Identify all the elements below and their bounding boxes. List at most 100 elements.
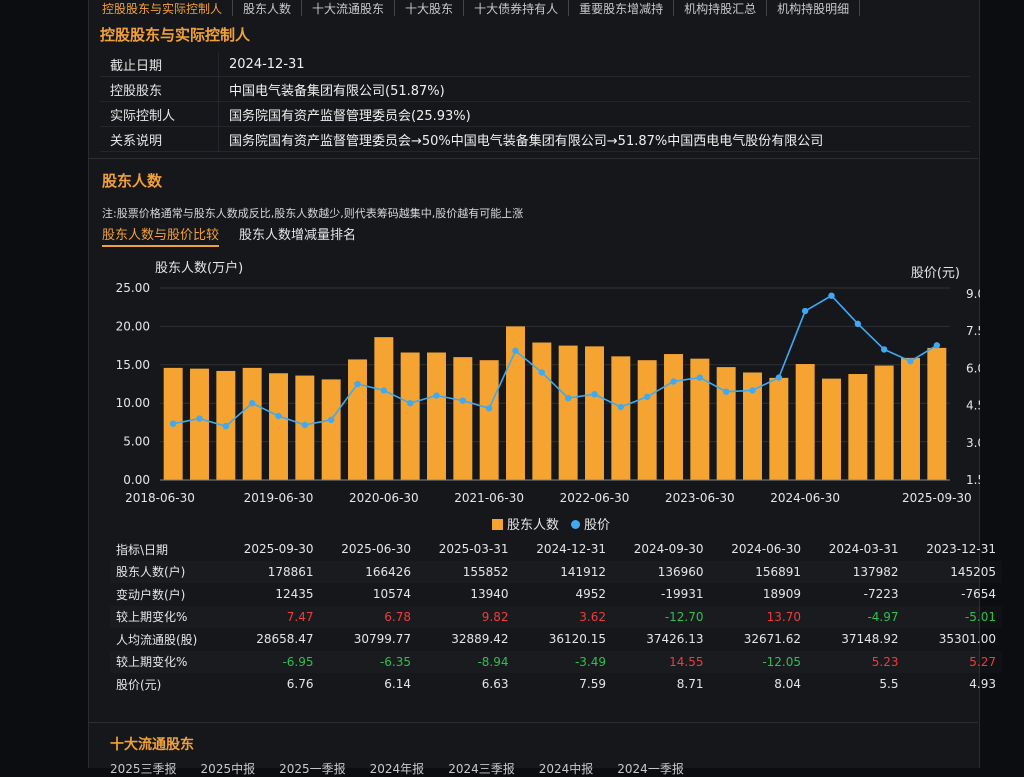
info-row-date: 截止日期 2024-12-31 <box>100 52 970 77</box>
period-tab[interactable]: 2024一季报 <box>617 762 684 776</box>
holder-count-bar <box>901 357 920 480</box>
price-point <box>801 307 809 315</box>
top-nav-item[interactable]: 控股股东与实际控制人 <box>92 0 234 16</box>
holder-count-bar <box>190 368 209 480</box>
top-nav-item[interactable]: 机构持股明细 <box>767 0 861 16</box>
y2-tick-label: 9.00 <box>966 287 980 301</box>
price-point <box>907 358 914 365</box>
legend-holders-label: 股东人数 <box>507 518 560 533</box>
holder-count-bar <box>427 352 446 480</box>
top-nav-item[interactable]: 十大债券持有人 <box>464 0 570 16</box>
period-tab[interactable]: 2025中报 <box>200 762 256 776</box>
period-tab[interactable]: 2024年报 <box>369 762 425 776</box>
table-cell: 14.55 <box>669 654 704 669</box>
y-tick-label: 20.00 <box>116 319 150 333</box>
holder-count-bar <box>769 377 789 480</box>
table-header-cell: 2025-06-30 <box>341 542 411 557</box>
table-cell: 5.23 <box>871 654 899 669</box>
holder-count-bar <box>822 378 841 480</box>
float-holders-title: 十大流通股东 <box>110 737 194 753</box>
price-point <box>301 421 309 429</box>
top-nav-item[interactable]: 股东人数 <box>233 0 303 16</box>
holder-count-bar <box>321 379 341 480</box>
tab-holders-vs-price[interactable]: 股东人数与股价比较 <box>102 224 220 247</box>
info-key: 控股股东 <box>100 76 219 102</box>
holder-count-bar <box>242 367 262 480</box>
table-cell: 28658.47 <box>256 632 314 647</box>
tab-holders-change-ranking[interactable]: 股东人数增减量排名 <box>239 228 357 243</box>
price-point <box>512 347 519 354</box>
price-line <box>173 294 938 428</box>
holders-data-table: 指标\日期 2025-09-30 2025-06-30 2025-03-31 2024-… <box>110 538 1002 696</box>
table-cell: 13.70 <box>766 609 801 624</box>
table-cell: -19931 <box>660 587 704 602</box>
holder-count-bar <box>874 365 894 480</box>
table-cell: 155852 <box>462 564 509 579</box>
x-tick-label: 2022-06-30 <box>560 491 630 505</box>
holder-count-bar <box>532 342 552 480</box>
table-row: 股价(元) 6.76 6.14 6.63 7.59 8.71 8.04 5.5 4.93 <box>110 673 1002 696</box>
x-tick-label: 2025-09-30 <box>902 491 972 505</box>
top-nav-item[interactable]: 十大股东 <box>395 0 465 16</box>
holders-subtabs: 股东人数与股价比较 股东人数增减量排名 <box>102 224 356 247</box>
y-tick-label: 15.00 <box>116 358 150 372</box>
y-tick-label: 25.00 <box>116 281 150 295</box>
row-label: 变动户数(户) <box>116 587 186 602</box>
info-row-controlling-holder: 控股股东 中国电气装备集团有限公司(51.87%) <box>100 76 970 102</box>
table-cell: 5.27 <box>969 654 996 669</box>
table-header-cell: 2025-03-31 <box>438 542 509 557</box>
table-cell: 32671.62 <box>743 632 801 647</box>
row-label: 较上期变化% <box>116 610 188 625</box>
holder-count-bar <box>269 373 288 480</box>
table-cell: 36120.15 <box>548 632 606 647</box>
table-cell: 13940 <box>470 587 509 602</box>
x-tick-label: 2019-06-30 <box>244 491 314 505</box>
table-cell: 156891 <box>755 564 801 579</box>
holder-count-bar <box>664 354 683 480</box>
holders-note: 注:股票价格通常与股东人数成反比,股东人数越少,则代表筹码越集中,股价越有可能上… <box>102 207 524 220</box>
price-point <box>933 342 941 349</box>
price-point <box>380 387 388 394</box>
table-cell: 6.76 <box>286 677 314 692</box>
table-header-cell: 指标\日期 <box>116 542 169 557</box>
table-cell: 4952 <box>575 587 606 602</box>
table-cell: -6.35 <box>379 654 411 669</box>
period-tab[interactable]: 2024中报 <box>538 762 594 776</box>
top-nav-item[interactable]: 十大流通股东 <box>302 0 396 16</box>
top-nav-item[interactable]: 重要股东增减持 <box>569 0 675 16</box>
y-tick-label: 10.00 <box>116 396 150 410</box>
period-tab[interactable]: 2025三季报 <box>110 762 177 776</box>
y2-tick-label: 7.50 <box>966 324 980 338</box>
price-point <box>880 346 888 353</box>
price-point <box>670 378 677 385</box>
price-point <box>485 405 493 412</box>
table-cell: 9.82 <box>481 609 509 624</box>
legend-item-price[interactable]: 股价 <box>571 514 610 533</box>
period-tab[interactable]: 2025一季报 <box>279 762 346 776</box>
table-header-cell: 2023-12-31 <box>926 542 996 557</box>
table-cell: 136960 <box>657 564 704 579</box>
table-cell: -7654 <box>961 587 996 602</box>
table-header-cell: 2024-09-30 <box>633 542 704 557</box>
x-tick-label: 2020-06-30 <box>349 491 419 505</box>
holder-count-bar <box>479 360 499 480</box>
holder-count-bar <box>585 346 604 480</box>
info-row-relationship: 关系说明 国务院国有资产监督管理委员会→50%中国电气装备集团有限公司→51.8… <box>100 126 970 152</box>
legend-item-holders[interactable]: 股东人数 <box>492 514 559 533</box>
y2-tick-label: 6.00 <box>966 361 980 375</box>
info-value: 2024-12-31 <box>218 52 970 77</box>
top-nav-item[interactable]: 机构持股汇总 <box>674 0 768 16</box>
legend-line-swatch <box>571 520 581 529</box>
holder-count-bar <box>716 367 736 480</box>
price-point <box>643 393 651 400</box>
price-point <box>406 400 414 407</box>
price-point <box>538 369 546 376</box>
table-cell: 7.59 <box>579 677 606 692</box>
period-tab[interactable]: 2024三季报 <box>448 762 515 776</box>
table-cell: 6.63 <box>481 677 509 692</box>
table-cell: 37426.13 <box>646 632 704 647</box>
y2-axis-title: 股价(元) <box>911 266 960 281</box>
table-cell: 3.62 <box>579 609 606 624</box>
holder-count-bar <box>690 358 710 480</box>
table-cell: -3.49 <box>574 654 606 669</box>
